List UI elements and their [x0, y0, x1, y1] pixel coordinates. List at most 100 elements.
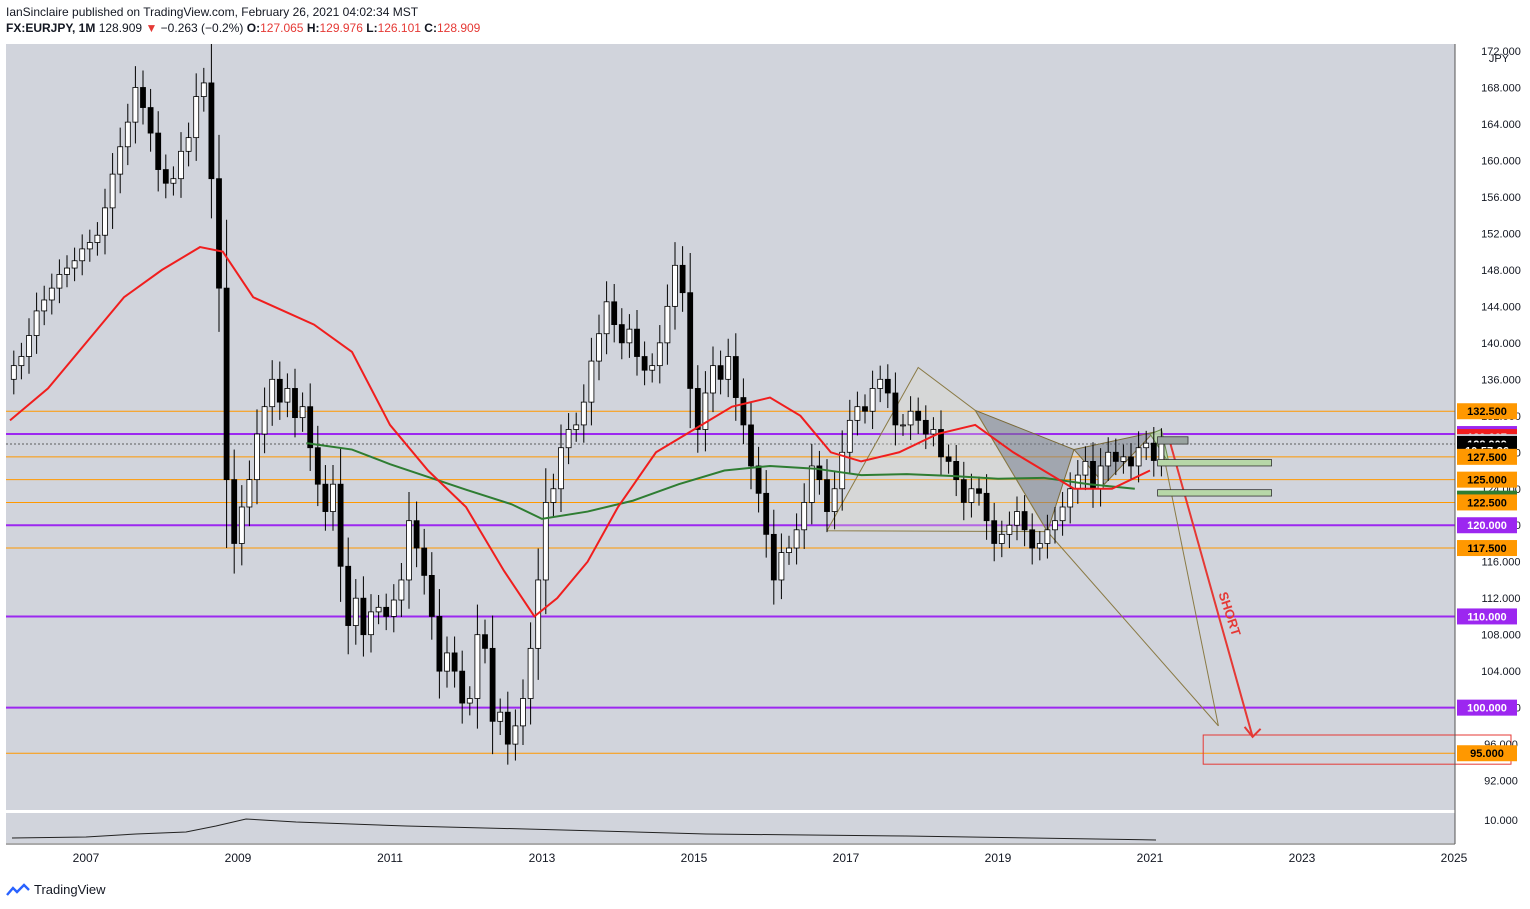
candle-body [618, 324, 625, 344]
candle-body [375, 606, 382, 613]
candle-body [960, 479, 967, 503]
price-tag-label: 100.000 [1467, 703, 1507, 715]
high-label: H: [306, 21, 320, 35]
candle-body [702, 392, 709, 430]
price-tick-label: 116.000 [1482, 557, 1521, 569]
price-tag-label: 132.500 [1467, 406, 1507, 418]
candle-body [763, 492, 770, 535]
candle-body [459, 670, 466, 704]
time-tick-label: 2025 [1441, 851, 1468, 865]
price-tick-label: 136.000 [1481, 374, 1521, 386]
candle-body [474, 634, 481, 699]
candle-body [1021, 511, 1028, 531]
time-tick-label: 2011 [377, 851, 403, 865]
candle-body [56, 274, 63, 289]
candle-body [231, 479, 238, 544]
tradingview-brand[interactable]: TradingView [34, 882, 106, 897]
candle-body [79, 248, 86, 262]
candle-body [86, 242, 93, 250]
candle-body [1036, 543, 1043, 549]
price-tag-label: 120.000 [1467, 520, 1507, 532]
candle-body [573, 424, 580, 430]
candle-body [322, 483, 329, 512]
candle-body [603, 301, 610, 335]
price-tag [1457, 403, 1517, 420]
price-chart[interactable]: SHORT 92.00096.000100.000104.000108.0001… [6, 43, 1524, 876]
candle-body [930, 429, 937, 435]
candle-body [755, 465, 762, 494]
candle-body [976, 488, 982, 494]
candle-body [580, 401, 587, 426]
low-value: 126.101 [377, 21, 421, 35]
price-tag [1457, 540, 1517, 557]
tradingview-logo-icon [6, 882, 30, 896]
candle-body [626, 328, 633, 344]
price-tick-label: 104.000 [1481, 666, 1521, 678]
candle-body [778, 552, 785, 581]
candle-body [634, 328, 640, 357]
price-tag [1457, 699, 1517, 716]
candle-body [18, 356, 25, 367]
short-arrow-head-icon [1243, 726, 1262, 739]
candle-body [938, 429, 944, 458]
candle-body [1112, 451, 1119, 462]
candle-body [793, 529, 800, 549]
candle-body [48, 287, 55, 301]
price-tick-label: 112.000 [1482, 593, 1521, 605]
candle-body [1014, 511, 1020, 526]
price-tick-label: 140.000 [1481, 338, 1521, 350]
candle-body [390, 599, 397, 617]
candle-body [147, 107, 154, 134]
candle-body [428, 575, 435, 617]
candle-body [831, 488, 838, 512]
candle-body [717, 365, 724, 380]
candle-body [1052, 520, 1058, 531]
time-tick-label: 2009 [225, 851, 252, 865]
candle-body [140, 87, 146, 108]
candle-body [1044, 529, 1051, 544]
price-tick-label: 172.000 [1481, 46, 1521, 58]
candle-body [504, 711, 511, 745]
indicator-background [6, 813, 1455, 843]
candle-body [337, 483, 344, 567]
candle-body [664, 305, 671, 344]
candle-body [489, 647, 496, 722]
candle-body [94, 234, 101, 243]
candle-body [185, 137, 192, 152]
candle-body [892, 392, 899, 426]
candle-body [71, 260, 78, 269]
close-value: 128.909 [436, 21, 481, 35]
price-tag [1457, 494, 1517, 511]
currency-label: JPY [1489, 53, 1510, 65]
candle-body [1067, 488, 1074, 508]
price-tag-label: 95.000 [1470, 748, 1504, 760]
symbol-label[interactable]: FX:EURJPY, 1M [6, 21, 96, 35]
candle-body [824, 479, 830, 512]
price-tag [1457, 448, 1517, 465]
zone-box [1157, 436, 1189, 445]
chart-frame[interactable]: SHORT 92.00096.000100.000104.000108.0001… [6, 43, 1524, 876]
candle-body [991, 520, 998, 544]
low-label: L: [366, 21, 378, 35]
candle-body [178, 150, 184, 180]
candle-body [10, 365, 17, 380]
candle-body [1128, 456, 1134, 467]
candle-body [276, 378, 283, 403]
candle-body [725, 356, 732, 380]
candle-body [748, 424, 754, 467]
candle-body [223, 287, 230, 481]
time-tick-label: 2023 [1289, 851, 1316, 865]
price-tick-label: 92.000 [1484, 776, 1518, 788]
zone-box [1157, 459, 1272, 467]
candle-body [1082, 460, 1089, 476]
candle-body [565, 429, 572, 449]
time-tick-label: 2013 [529, 851, 556, 865]
zone-box [1157, 489, 1272, 497]
candle-body [900, 424, 906, 427]
candle-body [862, 406, 868, 412]
candle-body [907, 410, 914, 426]
candle-body [656, 342, 663, 367]
candle-body [26, 335, 32, 357]
candle-body [284, 388, 291, 403]
candle-body [299, 406, 306, 419]
